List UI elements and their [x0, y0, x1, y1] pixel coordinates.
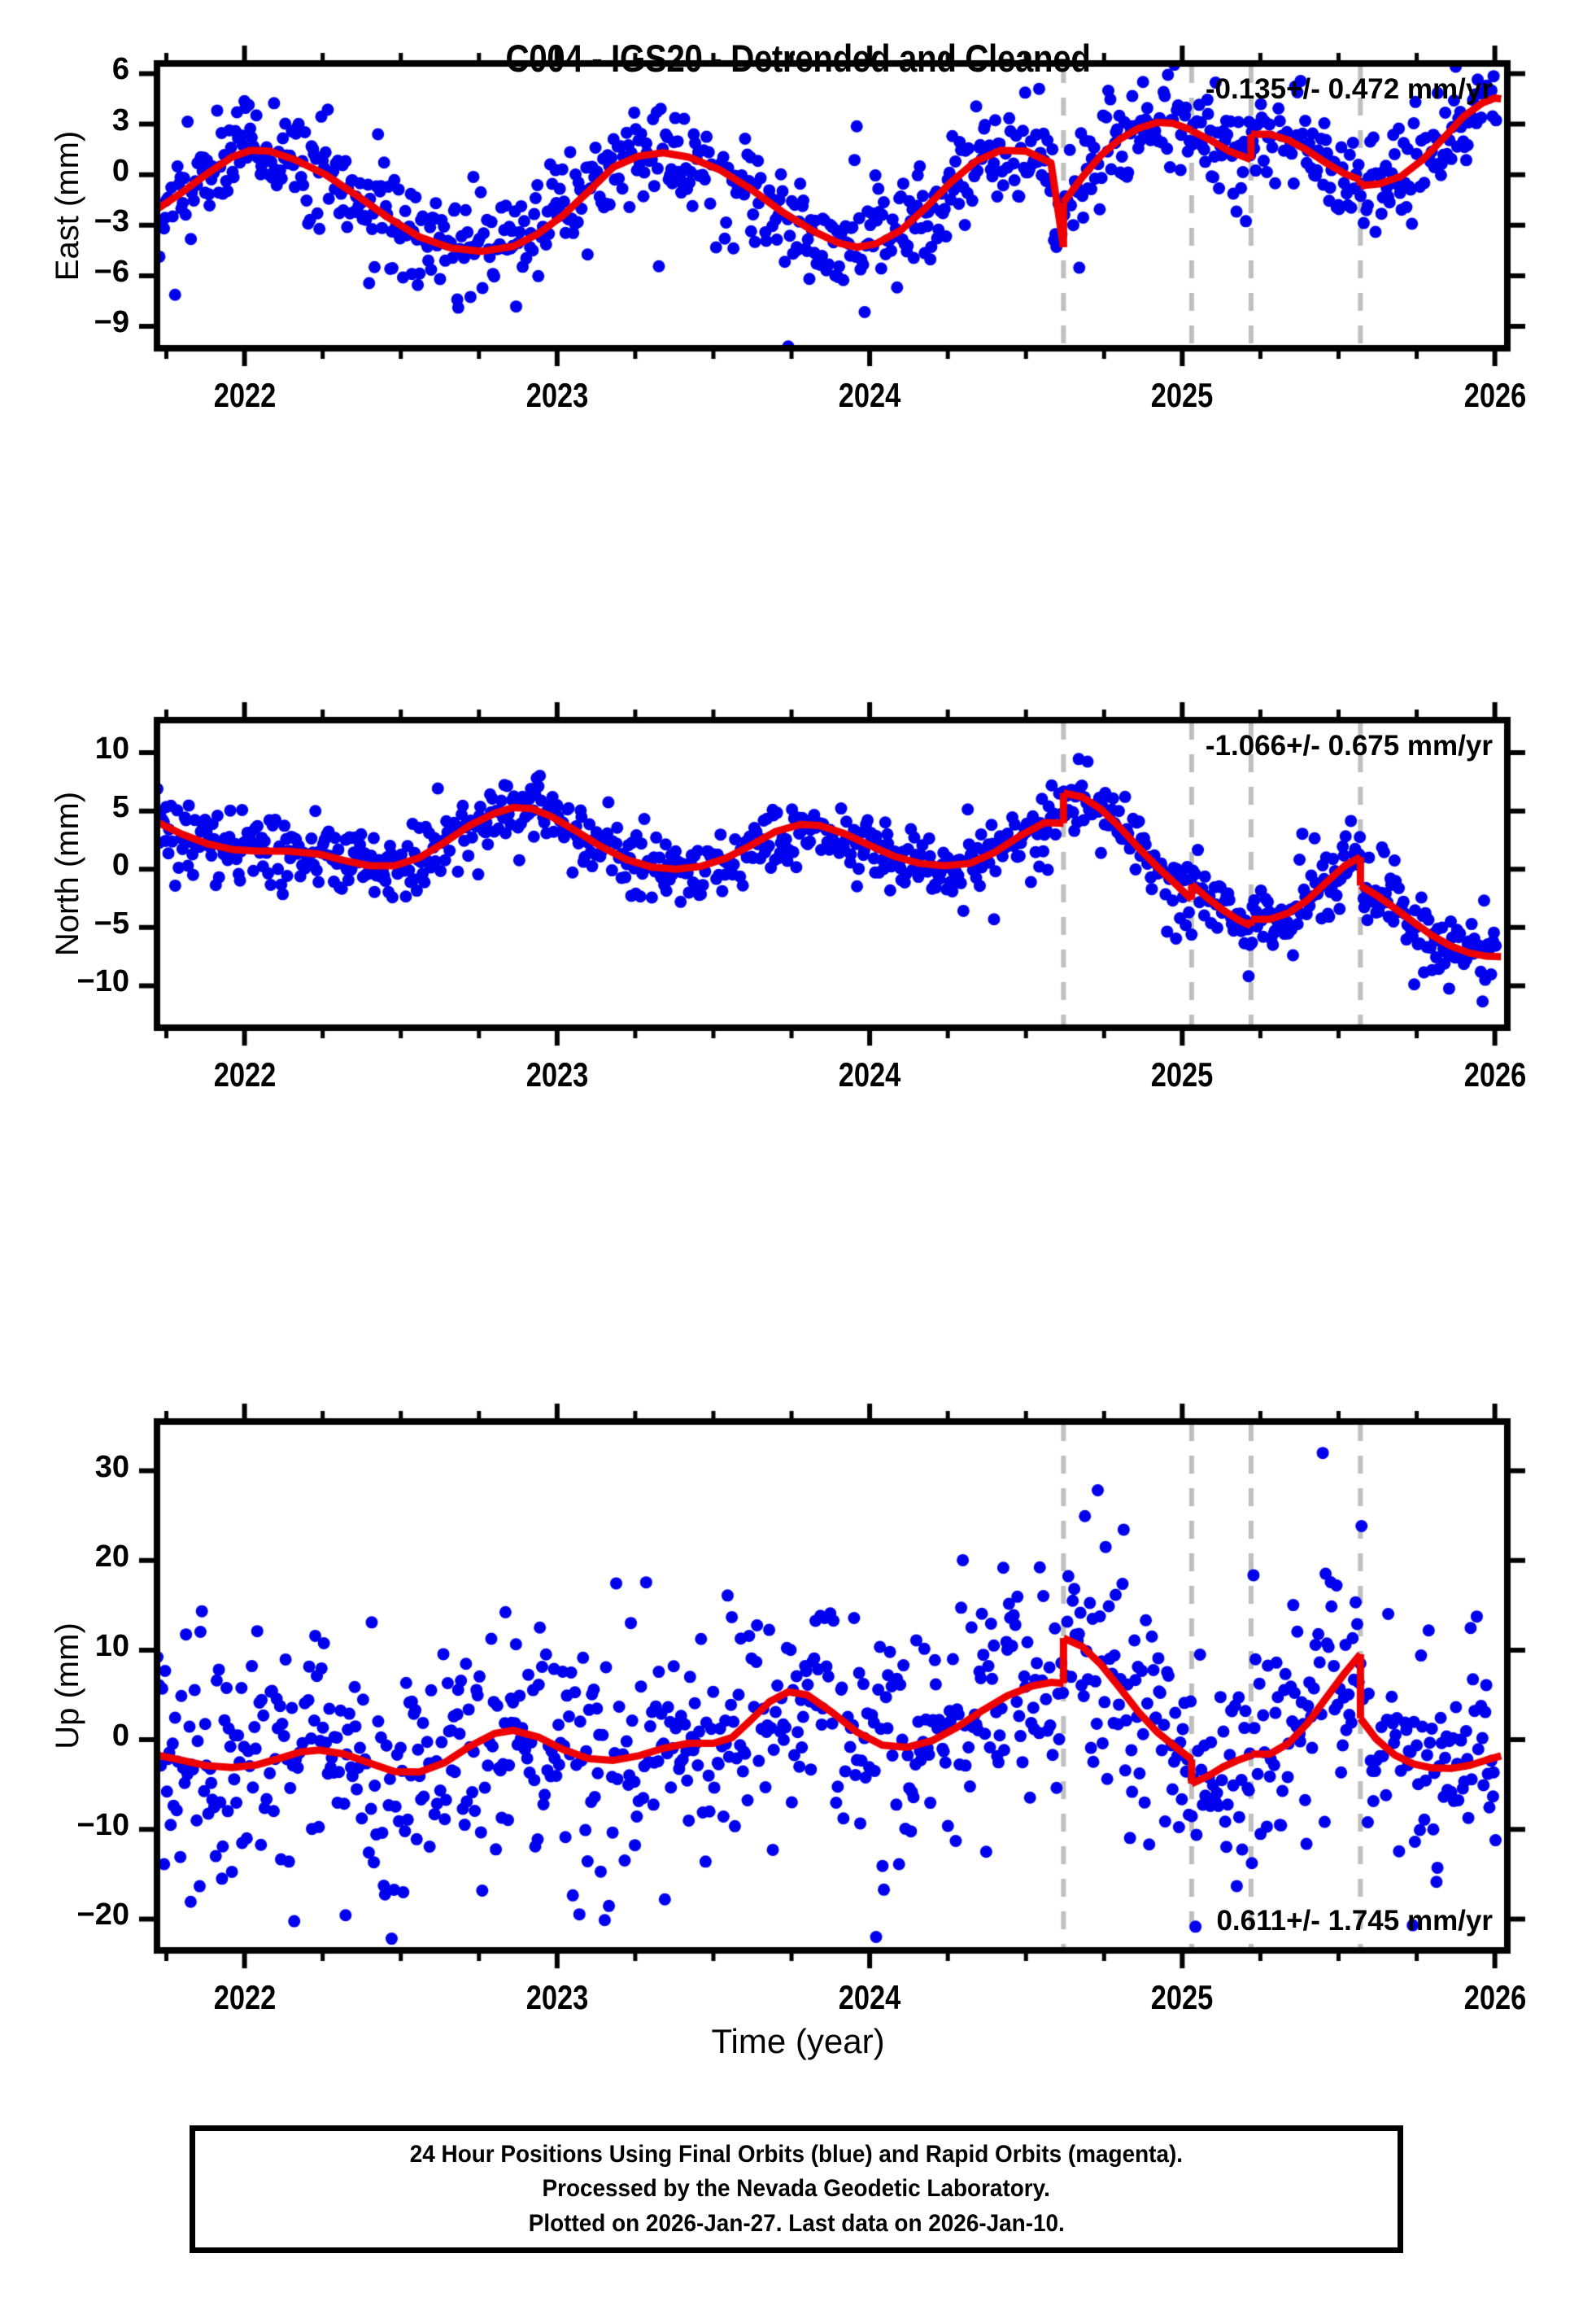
north-ytick-label: 5	[111, 789, 129, 824]
east-ytick-label: −3	[94, 203, 129, 238]
page-title: C004 - IGS20 - Detrended and Cleaned	[505, 37, 1091, 80]
up-ytick-label: 10	[94, 1628, 129, 1663]
north-xtick-label: 2022	[213, 1055, 276, 1094]
north-ytick-label: 10	[94, 732, 129, 766]
east-xtick-label: 2025	[1151, 376, 1214, 414]
x-axis-label: Time (year)	[711, 2022, 885, 2060]
up-xtick-label: 2025	[1151, 1978, 1214, 2016]
up-axis-label: Up (mm)	[50, 1622, 85, 1749]
east-ytick-label: −6	[94, 254, 129, 289]
up-ytick-label: 0	[111, 1719, 129, 1754]
east-xtick-label: 2026	[1463, 376, 1526, 414]
north-rate-label: -1.066+/- 0.675 mm/yr	[1205, 730, 1493, 762]
east-xtick-label: 2023	[525, 376, 589, 414]
north-ytick-label: −5	[94, 906, 129, 941]
footer-line-processor: Processed by the Nevada Geodetic Laborat…	[542, 2175, 1051, 2203]
east-ytick-label: 6	[111, 52, 129, 87]
up-xtick-label: 2023	[525, 1978, 589, 2016]
east-ytick-label: 0	[111, 153, 129, 188]
east-ytick-label: −9	[94, 305, 129, 340]
north-xtick-label: 2026	[1463, 1055, 1526, 1094]
north-ytick-label: −10	[76, 964, 129, 999]
up-ytick-label: 20	[94, 1539, 129, 1574]
east-axis-label: East (mm)	[50, 130, 85, 282]
up-ytick-label: 30	[94, 1449, 129, 1484]
footer-caption-box: 24 Hour Positions Using Final Orbits (bl…	[190, 2125, 1403, 2253]
up-ytick-label: −10	[76, 1808, 129, 1843]
up-xtick-label: 2022	[213, 1978, 276, 2016]
footer-line-dates: Plotted on 2026-Jan-27. Last data on 202…	[528, 2209, 1065, 2237]
up-rate-label: 0.611+/- 1.745 mm/yr	[1216, 1905, 1493, 1937]
north-xtick-label: 2025	[1151, 1055, 1214, 1094]
east-ytick-label: 3	[111, 103, 129, 138]
north-ytick-label: 0	[111, 848, 129, 883]
east-rate-label: -0.135+/- 0.472 mm/yr	[1205, 73, 1493, 105]
north-xtick-label: 2023	[525, 1055, 589, 1094]
north-xtick-label: 2024	[838, 1055, 901, 1094]
east-xtick-label: 2024	[838, 376, 901, 414]
north-axis-label: North (mm)	[50, 791, 85, 957]
up-xtick-label: 2026	[1463, 1978, 1526, 2016]
footer-line-orbits: 24 Hour Positions Using Final Orbits (bl…	[409, 2140, 1184, 2168]
up-ytick-label: −20	[76, 1898, 129, 1933]
east-xtick-label: 2022	[213, 376, 276, 414]
up-xtick-label: 2024	[838, 1978, 901, 2016]
